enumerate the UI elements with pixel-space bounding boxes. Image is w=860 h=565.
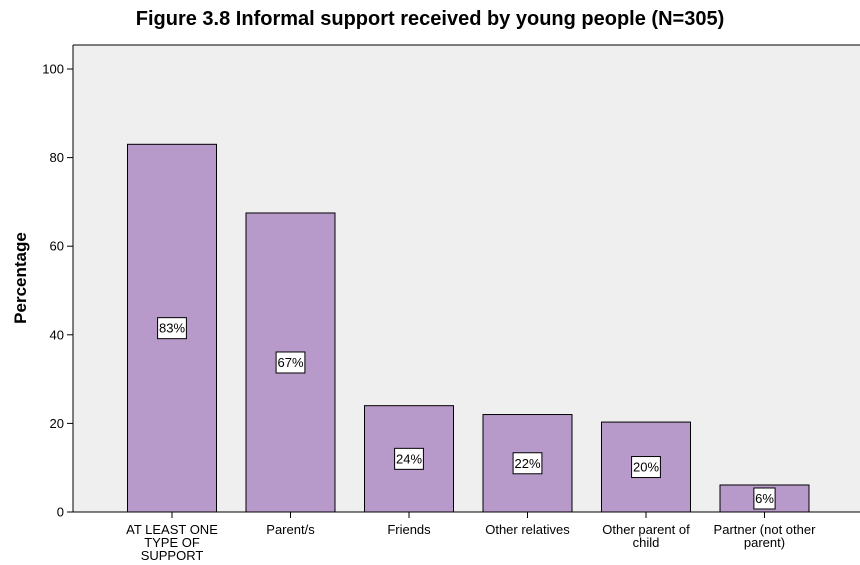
data-label-box <box>275 351 306 374</box>
category-label: Parent/s <box>266 522 315 537</box>
y-axis-label: Percentage <box>11 232 30 324</box>
data-label: 24% <box>396 451 422 466</box>
data-label: 20% <box>633 460 659 475</box>
category-label: Friends <box>387 522 431 537</box>
category-label-line: child <box>633 535 660 550</box>
y-tick-label: 20 <box>50 416 64 431</box>
category-label-line: parent) <box>744 535 785 550</box>
data-label-box <box>394 447 424 470</box>
y-tick-label: 40 <box>50 327 64 342</box>
category-label-line: Other parent of <box>602 522 690 537</box>
y-tick-label: 100 <box>42 62 64 77</box>
data-label-box <box>512 452 543 475</box>
category-label-line: Partner (not other <box>714 522 817 537</box>
category-label-line: Other relatives <box>485 522 570 537</box>
data-label-box <box>631 456 661 479</box>
data-label-box <box>753 487 776 510</box>
category-label-line: Parent/s <box>266 522 315 537</box>
category-label-line: SUPPORT <box>141 548 204 563</box>
category-label: AT LEAST ONE TYPE OF SUPPORT <box>126 522 218 563</box>
y-tick-label: 60 <box>50 239 64 254</box>
data-label: 22% <box>514 456 540 471</box>
data-label: 83% <box>159 321 185 336</box>
data-label: 67% <box>277 355 303 370</box>
category-label: Partner (not other parent) <box>714 522 817 550</box>
data-label-box <box>157 317 187 340</box>
category-label: Other parent of child <box>602 522 690 550</box>
chart-title: Figure 3.8 Informal support received by … <box>135 8 725 30</box>
y-tick-label: 0 <box>57 505 64 520</box>
y-tick-label: 80 <box>50 150 64 165</box>
category-label: Other relatives <box>485 522 570 537</box>
category-label-line: Friends <box>387 522 431 537</box>
data-label: 6% <box>755 491 774 506</box>
category-label-line: AT LEAST ONE <box>126 522 218 537</box>
category-label-line: TYPE OF <box>144 535 200 550</box>
